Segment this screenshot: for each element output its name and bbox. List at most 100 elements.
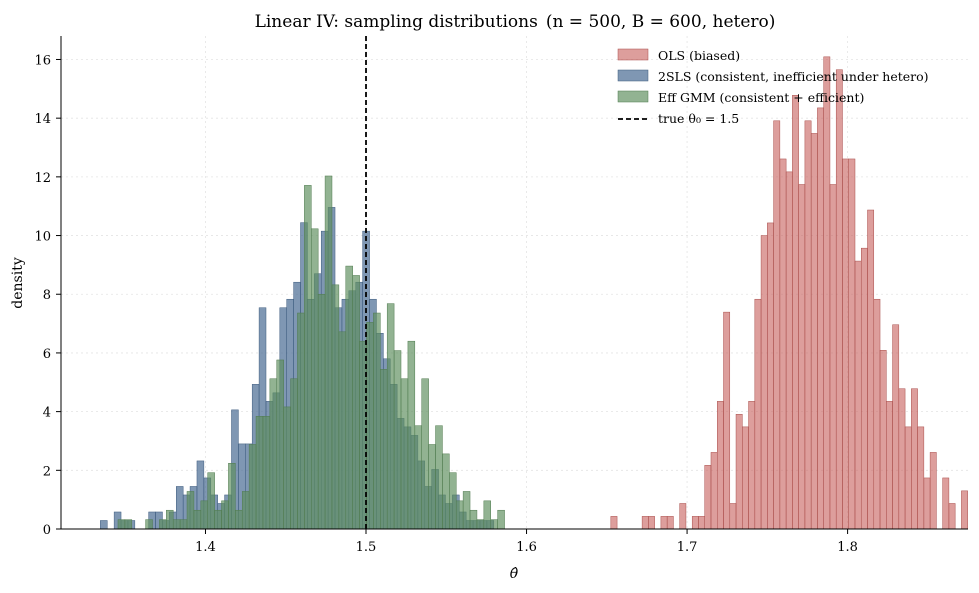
bar-gmm [117,519,126,530]
bar-gmm [400,378,409,530]
bar-ols [829,184,837,530]
bar-gmm [338,331,347,530]
bar-gmm [166,509,174,530]
bar-gmm [469,509,478,530]
bar-ols [785,171,793,530]
bar-gmm [124,519,133,530]
y-tick-label: 4 [43,406,51,421]
chart-title-params: (n = 500, B = 600, hetero) [546,12,776,32]
bar-ols [867,209,875,530]
bar-gmm [311,228,319,530]
bar-gmm [393,350,402,530]
bar-ols [823,56,831,530]
legend-swatch-2sls [617,69,649,82]
bar-ols [779,158,787,530]
bar-gmm [317,293,326,530]
bar-ols [873,298,881,530]
bar-gmm [428,444,436,530]
y-tick-label: 8 [43,288,51,303]
y-tick-label: 12 [34,171,51,186]
bar-2sls [100,520,108,530]
bar-ols [917,426,925,530]
bar-gmm [179,519,188,530]
bar-gmm [455,500,464,530]
bar-gmm [435,425,443,530]
bar-ols [911,388,918,530]
bar-ols [929,452,937,530]
bar-gmm [421,378,429,530]
bar-gmm [352,275,360,530]
y-tick-label: 14 [34,112,51,127]
bar-ols [804,120,812,530]
y-axis-label: density [10,257,26,309]
bar-ols [904,426,912,530]
bar-gmm [186,491,195,530]
bar-gmm [462,491,471,530]
bar-gmm [331,284,340,530]
y-tick-label: 10 [34,230,51,245]
bar-ols [698,516,705,530]
bar-gmm [449,472,457,530]
ticks: 1.4 1.5 1.6 1.7 1.8 0 2 4 6 8 10 12 14 16 [34,53,857,555]
bar-gmm [283,406,291,530]
y-tick-label: 0 [43,523,51,538]
bar-gmm [241,491,250,530]
bar-gmm [193,509,202,530]
x-axis-label: θ̂ [510,566,519,582]
bar-ols [898,388,906,530]
bar-ols [723,311,731,530]
bar-ols [610,516,618,530]
bar-gmm [235,509,243,530]
bar-ols [860,247,868,530]
bar-ols [842,158,849,530]
y-tick-label: 16 [34,53,51,68]
bar-ols [648,516,655,530]
bar-gmm [200,500,208,530]
bar-ols [679,503,687,530]
bar-ols [854,260,862,530]
x-tick-label: 1.4 [195,540,216,555]
bar-ols [798,184,806,530]
legend-swatch-gmm [617,90,649,103]
bar-ols [754,298,762,530]
bar-gmm [269,378,278,530]
bar-ols [641,516,649,530]
bar-ols [948,503,956,530]
bar-gmm [476,519,485,530]
bar-ols [848,158,856,530]
bar-gmm [159,519,167,530]
bar-gmm [145,519,153,530]
bar-ols [742,426,749,530]
bar-ols [886,401,893,530]
bar-gmm [228,463,236,530]
bar-ols [879,350,887,530]
bar-gmm [386,303,395,530]
bar-gmm [490,519,498,530]
x-tick-label: 1.8 [837,540,858,555]
bar-gmm [414,425,422,530]
bar-ols [773,120,781,530]
bar-gmm [345,265,353,530]
bar-ols [710,452,718,530]
bar-ols [735,414,743,530]
bar-gmm [172,519,181,530]
bar-ols [760,235,768,530]
bar-ols [923,477,931,530]
bar-ols [666,516,674,530]
bar-gmm [407,340,416,530]
bar-gmm [380,369,388,530]
bar-ols [892,324,900,530]
bar-ols [767,222,774,530]
bar-gmm [214,509,222,530]
bar-ols [817,107,824,530]
bar-gmm [262,416,271,530]
legend-label-true-theta: true θ₀ = 1.5 [658,111,739,126]
legend-label-gmm: Eff GMM (consistent + efficient) [658,90,864,105]
bar-ols [792,95,799,530]
bar-ols [660,516,668,530]
bar-ols [942,477,950,530]
bar-ols [748,401,756,530]
x-tick-label: 1.5 [356,540,377,555]
bar-ols [810,133,818,530]
legend-swatch-ols [617,48,649,61]
